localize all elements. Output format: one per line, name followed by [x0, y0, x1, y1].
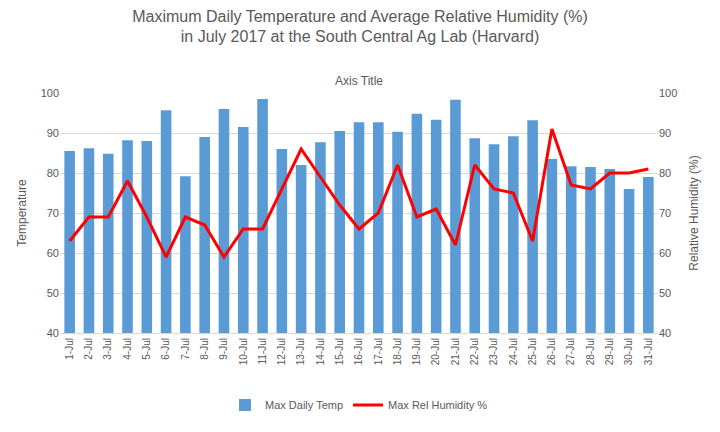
svg-text:100: 100 — [41, 87, 59, 99]
svg-text:6-Jul: 6-Jul — [160, 338, 171, 360]
svg-text:21-Jul: 21-Jul — [450, 338, 461, 365]
svg-text:Relative Humidity (%): Relative Humidity (%) — [687, 155, 701, 270]
svg-text:13-Jul: 13-Jul — [295, 338, 306, 365]
svg-text:12-Jul: 12-Jul — [276, 338, 287, 365]
svg-text:90: 90 — [659, 127, 671, 139]
svg-text:4-Jul: 4-Jul — [122, 338, 133, 360]
svg-text:18-Jul: 18-Jul — [392, 338, 403, 365]
svg-text:Temperature: Temperature — [15, 179, 29, 247]
svg-text:60: 60 — [47, 247, 59, 259]
svg-text:40: 40 — [659, 327, 671, 339]
svg-text:14-Jul: 14-Jul — [315, 338, 326, 365]
svg-text:25-Jul: 25-Jul — [527, 338, 538, 365]
svg-text:90: 90 — [47, 127, 59, 139]
svg-text:28-Jul: 28-Jul — [585, 338, 596, 365]
svg-text:16-Jul: 16-Jul — [353, 338, 364, 365]
svg-text:23-Jul: 23-Jul — [488, 338, 499, 365]
svg-text:11-Jul: 11-Jul — [257, 338, 268, 365]
svg-text:19-Jul: 19-Jul — [411, 338, 422, 365]
svg-text:Axis Title: Axis Title — [335, 74, 383, 88]
svg-text:5-Jul: 5-Jul — [141, 338, 152, 360]
svg-text:29-Jul: 29-Jul — [604, 338, 615, 365]
svg-text:7-Jul: 7-Jul — [180, 338, 191, 360]
svg-text:60: 60 — [659, 247, 671, 259]
svg-text:22-Jul: 22-Jul — [469, 338, 480, 365]
svg-text:8-Jul: 8-Jul — [199, 338, 210, 360]
svg-text:Max Daily Temp: Max Daily Temp — [265, 399, 343, 411]
svg-text:31-Jul: 31-Jul — [643, 338, 654, 365]
svg-text:3-Jul: 3-Jul — [102, 338, 113, 360]
svg-text:70: 70 — [659, 207, 671, 219]
svg-text:30-Jul: 30-Jul — [623, 338, 634, 365]
svg-text:80: 80 — [659, 167, 671, 179]
svg-text:100: 100 — [659, 87, 677, 99]
svg-text:9-Jul: 9-Jul — [218, 338, 229, 360]
svg-text:1-Jul: 1-Jul — [64, 338, 75, 360]
svg-text:26-Jul: 26-Jul — [546, 338, 557, 365]
svg-text:80: 80 — [47, 167, 59, 179]
svg-text:10-Jul: 10-Jul — [238, 338, 249, 365]
svg-text:Max Rel Humidity %: Max Rel Humidity % — [388, 399, 487, 411]
svg-text:17-Jul: 17-Jul — [373, 338, 384, 365]
svg-text:Maximum Daily Temperature and: Maximum Daily Temperature and Average Re… — [132, 8, 588, 46]
svg-text:20-Jul: 20-Jul — [430, 338, 441, 365]
svg-text:50: 50 — [659, 287, 671, 299]
svg-text:15-Jul: 15-Jul — [334, 338, 345, 365]
svg-text:50: 50 — [47, 287, 59, 299]
svg-text:70: 70 — [47, 207, 59, 219]
svg-text:40: 40 — [47, 327, 59, 339]
svg-text:27-Jul: 27-Jul — [565, 338, 576, 365]
svg-text:24-Jul: 24-Jul — [508, 338, 519, 365]
svg-text:2-Jul: 2-Jul — [83, 338, 94, 360]
